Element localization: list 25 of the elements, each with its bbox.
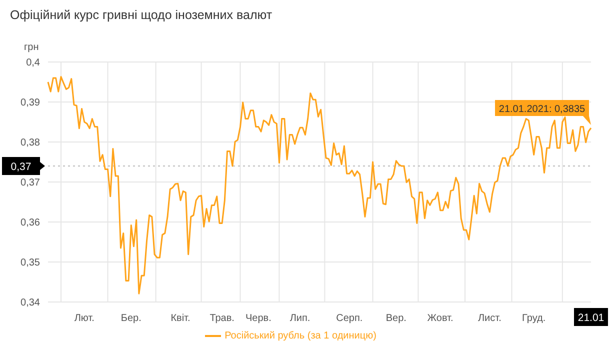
- y-tick-label: 0,35: [20, 258, 40, 269]
- x-tick-label: Лист.: [478, 313, 502, 324]
- y-tick-label: 0,4: [26, 58, 40, 69]
- x-tick-label: Трав.: [210, 313, 234, 324]
- x-tick-label: 21.01: [578, 312, 604, 324]
- x-tick-label: Лют.: [74, 313, 94, 324]
- y-axis-title: грн: [24, 42, 39, 53]
- x-tick-label: Вер.: [386, 313, 406, 324]
- y-tick-label: 0,38: [20, 138, 40, 149]
- x-tick-label: Квіт.: [170, 313, 190, 324]
- x-tick-label: Жовт.: [427, 313, 454, 324]
- x-tick-label: Бер.: [120, 313, 142, 324]
- y-tick-label: 0,39: [20, 98, 40, 109]
- y-tick-label: 0,36: [20, 218, 40, 229]
- annotation: 21.01.2021: 0,3835: [498, 104, 586, 115]
- x-tick-label: Серп.: [336, 313, 363, 324]
- x-tick-label: Груд.: [522, 313, 546, 324]
- ref-line-label: 0,37: [10, 161, 32, 173]
- legend-label: Російський рубль (за 1 одиницю): [224, 330, 376, 342]
- chart-title: Офіційний курс гривні щодо іноземних валют: [10, 8, 272, 22]
- line-series: [47, 76, 592, 294]
- y-tick-label: 0,34: [20, 298, 40, 309]
- x-tick-label: Черв.: [246, 313, 272, 324]
- x-tick-label: Лип.: [290, 313, 310, 324]
- y-tick-label: 0,37: [20, 178, 40, 189]
